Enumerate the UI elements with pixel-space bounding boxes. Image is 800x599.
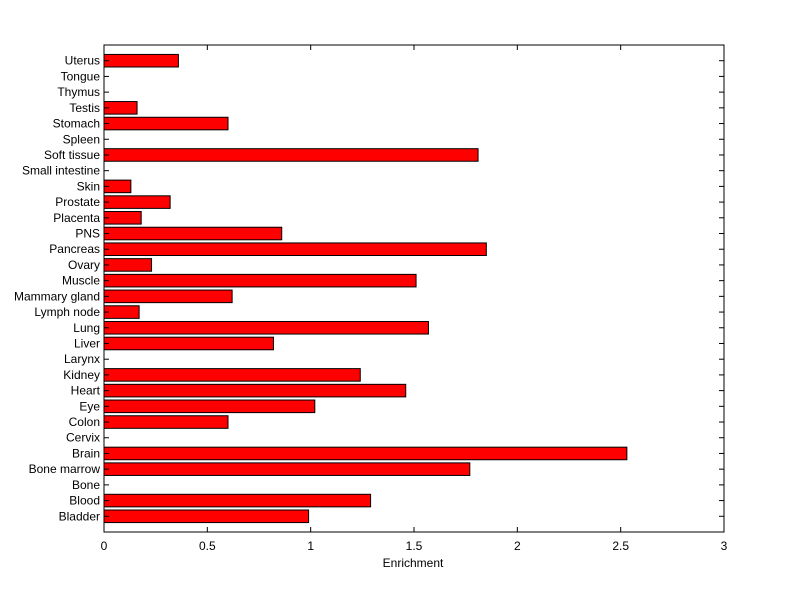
- y-tick-label-pns: PNS: [75, 227, 100, 241]
- y-tick-label-tongue: Tongue: [61, 69, 101, 83]
- y-tick-label-prostate: Prostate: [55, 195, 100, 209]
- y-tick-label-ovary: Ovary: [68, 258, 100, 272]
- bar-bone-marrow: [103, 462, 471, 476]
- y-tick-label-colon: Colon: [69, 415, 100, 429]
- y-tick-label-larynx: Larynx: [64, 352, 100, 366]
- bar-soft-tissue: [103, 148, 479, 162]
- y-tick-label-lymph-node: Lymph node: [34, 305, 100, 319]
- y-tick-label-soft-tissue: Soft tissue: [44, 148, 100, 162]
- bar-heart: [103, 383, 407, 398]
- bar-blood: [103, 493, 372, 508]
- y-tick-label-liver: Liver: [74, 336, 100, 350]
- bar-eye: [103, 399, 316, 414]
- y-tick-label-uterus: Uterus: [65, 54, 100, 68]
- y-tick-label-small-intestine: Small intestine: [22, 164, 100, 178]
- x-tick-label: 1: [307, 539, 314, 553]
- bar-lymph-node: [103, 305, 140, 319]
- y-tick-label-bone-marrow: Bone marrow: [29, 462, 101, 476]
- x-tick-label: 0.5: [199, 539, 216, 553]
- bar-pns: [103, 226, 283, 241]
- bar-prostate: [103, 195, 171, 209]
- bar-lung: [103, 320, 429, 335]
- y-tick-label-eye: Eye: [79, 399, 100, 413]
- bar-ovary: [103, 258, 153, 272]
- y-tick-label-bladder: Bladder: [59, 509, 100, 523]
- x-axis-label: Enrichment: [383, 556, 444, 570]
- y-tick-label-cervix: Cervix: [66, 431, 100, 445]
- x-tick-label: 3: [721, 539, 728, 553]
- y-tick-label-lung: Lung: [73, 321, 100, 335]
- x-tick-label: 2: [514, 539, 521, 553]
- y-tick-label-mammary-gland: Mammary gland: [14, 289, 100, 303]
- bar-pancreas: [103, 242, 487, 257]
- y-tick-label-muscle: Muscle: [62, 274, 100, 288]
- y-tick-label-placenta: Placenta: [53, 211, 100, 225]
- bar-placenta: [103, 211, 142, 225]
- y-tick-label-skin: Skin: [77, 179, 100, 193]
- bar-mammary-gland: [103, 289, 233, 304]
- y-tick-label-testis: Testis: [69, 101, 100, 115]
- x-tick-label: 2.5: [612, 539, 629, 553]
- bar-liver: [103, 336, 274, 351]
- bar-uterus: [103, 53, 179, 68]
- y-tick-label-heart: Heart: [71, 384, 101, 398]
- y-tick-label-stomach: Stomach: [53, 117, 100, 131]
- bar-bladder: [103, 509, 310, 524]
- y-tick-label-bone: Bone: [72, 478, 100, 492]
- y-tick-label-kidney: Kidney: [63, 368, 100, 382]
- x-ticks-group: 0 0.5 1 1.5 2 2.5 3: [101, 45, 728, 553]
- x-tick-label: 1.5: [406, 539, 423, 553]
- bar-stomach: [103, 116, 229, 131]
- bar-colon: [103, 415, 229, 429]
- y-tick-label-brain: Brain: [72, 446, 100, 460]
- y-tick-label-thymus: Thymus: [57, 85, 100, 99]
- bar-brain: [103, 446, 628, 461]
- y-tick-label-pancreas: Pancreas: [49, 242, 100, 256]
- bar-kidney: [103, 368, 361, 382]
- bar-muscle: [103, 273, 417, 288]
- plot-frame: [103, 44, 725, 533]
- y-tick-label-spleen: Spleen: [63, 132, 100, 146]
- bars-group: [103, 53, 628, 524]
- x-tick-label: 0: [101, 539, 108, 553]
- y-tick-label-blood: Blood: [69, 494, 100, 508]
